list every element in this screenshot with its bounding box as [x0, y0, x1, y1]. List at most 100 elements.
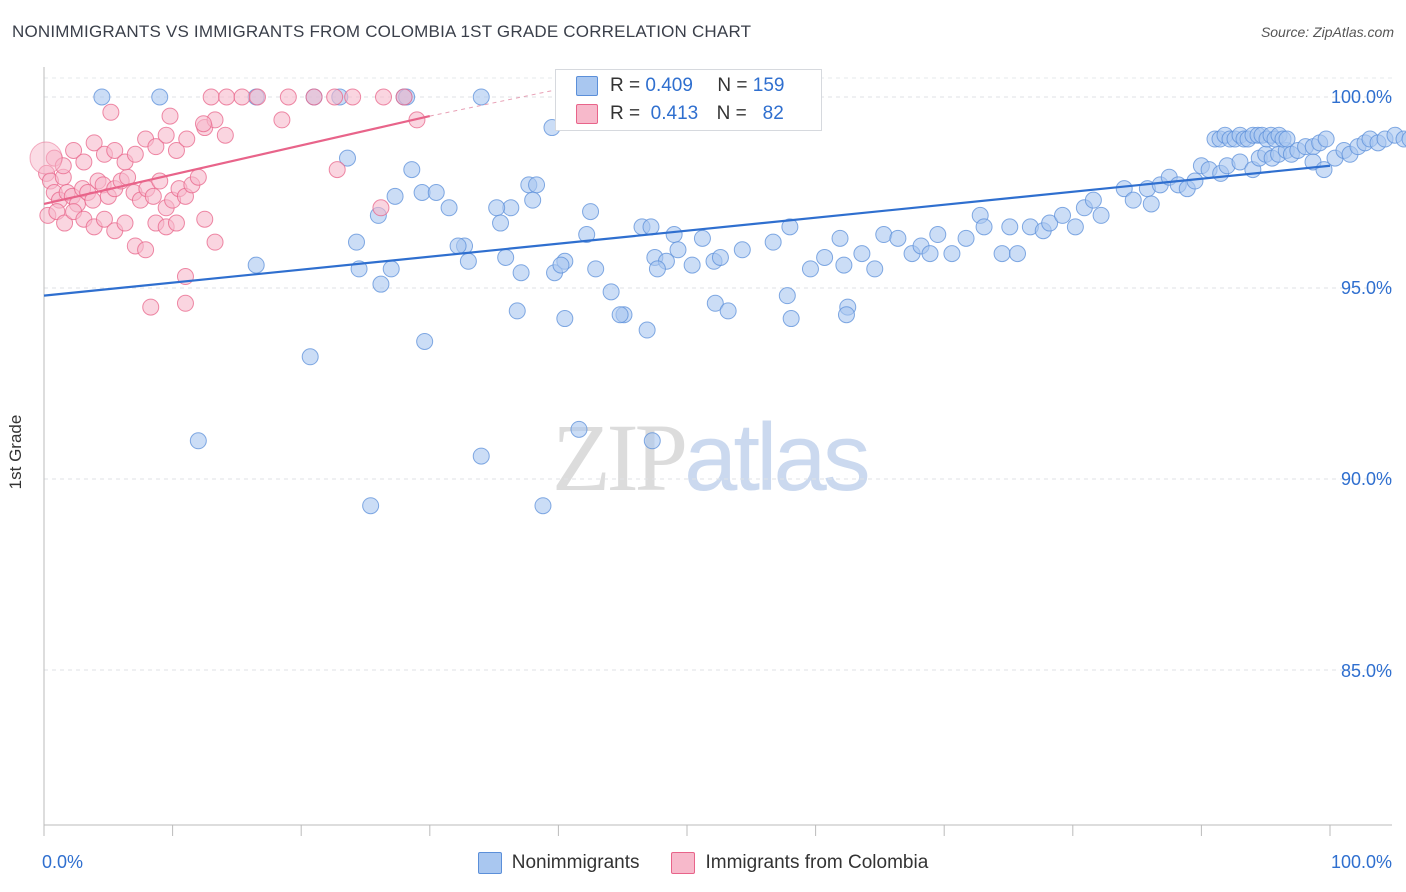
- immigrant-point: [194, 115, 212, 133]
- stats-swatch-pink: [576, 104, 598, 124]
- nonimmigrant-point: [512, 264, 530, 282]
- nonimmigrant-point: [1009, 245, 1027, 263]
- nonimmigrant-point: [781, 218, 799, 236]
- immigrant-point: [157, 126, 175, 144]
- stats-box: R = 0.409 N = 159 R = 0.413 N = 82: [555, 69, 822, 131]
- immigrant-point: [126, 145, 144, 163]
- nonimmigrant-point: [648, 260, 666, 278]
- nonimmigrant-point: [1317, 130, 1335, 148]
- nonimmigrant-point: [875, 226, 893, 244]
- immigrant-point: [116, 214, 134, 232]
- immigrant-trend-line: [43, 115, 431, 206]
- nonimmigrant-point: [552, 256, 570, 274]
- immigrant-point: [178, 130, 196, 148]
- nonimmigrant-point: [301, 348, 319, 366]
- immigrant-point: [106, 141, 124, 159]
- nonimmigrant-point: [929, 226, 947, 244]
- legend-label: Nonimmigrants: [511, 852, 640, 873]
- immigrant-point: [279, 88, 297, 106]
- immigrant-trend-extension: [429, 88, 559, 117]
- nonimmigrant-point: [413, 184, 431, 201]
- nonimmigrant-point: [492, 214, 510, 232]
- y-tick-label-100: 100.0%: [1330, 87, 1392, 107]
- legend-item-nonimmigrants: Nonimmigrants: [477, 852, 640, 874]
- nonimmigrant-point: [693, 229, 711, 247]
- nonimmigrant-point: [643, 432, 661, 450]
- nonimmigrant-point: [1066, 218, 1084, 236]
- nonimmigrant-point: [582, 203, 600, 221]
- immigrant-point: [326, 88, 344, 106]
- nonimmigrant-point: [347, 233, 365, 251]
- stats-row-nonimmigrants: R = 0.409 N = 159: [576, 73, 784, 99]
- nonimmigrant-point: [403, 161, 421, 179]
- immigrant-point: [395, 88, 413, 106]
- nonimmigrant-point: [1231, 153, 1249, 171]
- nonimmigrant-point: [524, 191, 542, 209]
- x-tick-label-min: 0.0%: [42, 852, 84, 872]
- immigrant-point: [167, 141, 185, 159]
- nonimmigrant-point: [889, 229, 907, 247]
- nonimmigrant-point: [1084, 191, 1102, 209]
- nonimmigrant-point: [189, 432, 207, 450]
- nonimmigrant-point: [669, 241, 687, 259]
- legend-swatch-blue: [477, 852, 502, 874]
- immigrant-point: [372, 199, 390, 217]
- r-value: 0.413: [650, 103, 699, 124]
- y-tick-label-95: 95.0%: [1340, 278, 1392, 298]
- nonimmigrant-point: [502, 199, 520, 217]
- nonimmigrant-point: [866, 260, 884, 278]
- nonimmigrant-point: [642, 218, 660, 236]
- nonimmigrant-point: [831, 229, 849, 247]
- n-label: N =: [716, 103, 747, 124]
- y-tick-label-90: 90.0%: [1340, 469, 1392, 489]
- legend: Nonimmigrants Immigrants from Colombia: [0, 852, 1406, 874]
- immigrant-point: [196, 210, 214, 228]
- immigrant-point: [273, 111, 291, 129]
- immigrant-point: [189, 168, 207, 186]
- nonimmigrant-point: [488, 199, 506, 217]
- nonimmigrant-point: [382, 260, 400, 278]
- nonimmigrant-point: [372, 275, 390, 293]
- nonimmigrant-point: [602, 283, 620, 301]
- nonimmigrant-point: [801, 260, 819, 278]
- nonimmigrant-point: [1278, 130, 1296, 148]
- immigrant-point: [75, 153, 93, 171]
- nonimmigrant-point: [764, 233, 782, 251]
- r-label: R =: [610, 75, 641, 96]
- nonimmigrant-point: [338, 149, 356, 167]
- immigrant-point: [102, 103, 120, 121]
- nonimmigrant-point: [816, 248, 834, 266]
- immigrant-point: [85, 134, 103, 152]
- immigrant-point: [202, 88, 220, 106]
- source-label: Source: ZipAtlas.com: [1260, 24, 1394, 40]
- immigrant-point: [176, 294, 194, 312]
- r-value: 0.409: [645, 75, 693, 96]
- nonimmigrant-point: [993, 245, 1011, 263]
- immigrant-point: [216, 126, 234, 144]
- immigrant-point: [248, 88, 266, 106]
- nonimmigrant-point: [427, 184, 445, 201]
- nonimmigrant-point: [93, 88, 111, 106]
- nonimmigrant-point: [683, 256, 701, 274]
- nonimmigrant-point: [449, 237, 467, 255]
- nonimmigrant-point: [975, 218, 993, 236]
- legend-item-immigrants: Immigrants from Colombia: [671, 852, 928, 874]
- nonimmigrant-point: [1092, 206, 1110, 224]
- immigrant-point: [65, 141, 83, 159]
- nonimmigrant-point: [837, 306, 855, 324]
- nonimmigrant-point: [957, 229, 975, 247]
- nonimmigrant-point: [733, 241, 751, 259]
- immigrant-point: [375, 88, 393, 106]
- nonimmigrant-point: [921, 245, 939, 263]
- nonimmigrant-point: [943, 245, 961, 263]
- nonimmigrant-trend-line: [43, 164, 1331, 297]
- x-tick-label-max: 100.0%: [1330, 852, 1392, 872]
- nonimmigrant-point: [587, 260, 605, 278]
- n-value: 82: [762, 103, 784, 124]
- nonimmigrant-point: [1401, 131, 1406, 147]
- immigrant-point: [161, 107, 179, 125]
- nonimmigrant-point: [556, 310, 574, 328]
- legend-swatch-pink: [671, 852, 696, 874]
- nonimmigrant-point: [497, 248, 515, 266]
- nonimmigrant-point: [778, 287, 796, 305]
